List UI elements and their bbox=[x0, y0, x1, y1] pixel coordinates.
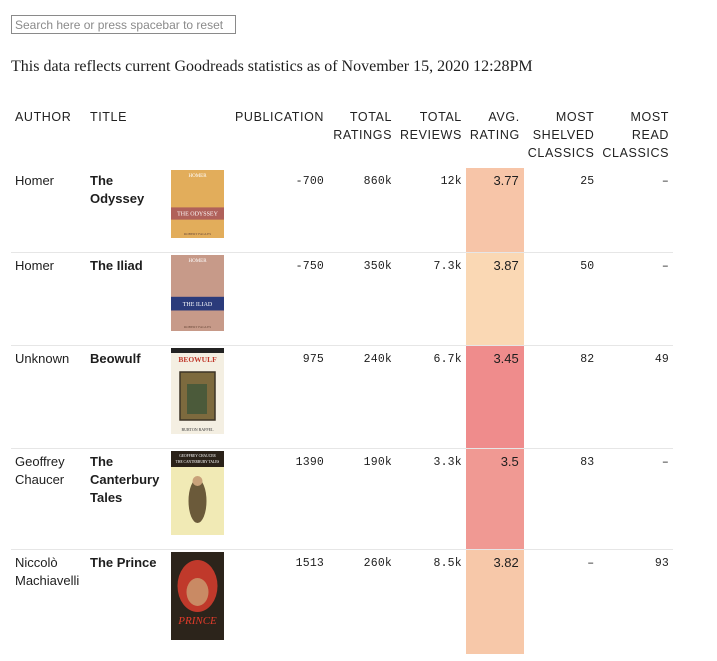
book-cover: PRINCE bbox=[167, 549, 231, 654]
header-row: AUTHOR TITLE PUBLICATION TOTAL RATINGS T… bbox=[11, 105, 673, 168]
title-cell: Beowulf bbox=[86, 345, 167, 449]
author-cell: Geoffrey Chaucer bbox=[11, 448, 86, 550]
table-row: Homer The Odyssey HOMER THE ODYSSEY ROBERT F… bbox=[11, 168, 673, 253]
col-author[interactable]: AUTHOR bbox=[15, 110, 72, 124]
book-cover-image[interactable]: GEOFFREY CHAUCER THE CANTERBURY TALES bbox=[171, 451, 224, 535]
data-note: This data reflects current Goodreads sta… bbox=[11, 58, 533, 75]
total-ratings-cell: 190k bbox=[328, 448, 397, 550]
most-shelved-cell: 25 bbox=[580, 175, 595, 188]
publication-cell: 1513 bbox=[231, 549, 329, 654]
search-box[interactable] bbox=[11, 15, 236, 34]
book-cover: GEOFFREY CHAUCER THE CANTERBURY TALES bbox=[167, 448, 231, 550]
total-reviews-cell: 8.5k bbox=[396, 549, 466, 654]
total-ratings-cell: 240k bbox=[328, 345, 397, 449]
svg-text:THE CANTERBURY TALES: THE CANTERBURY TALES bbox=[176, 460, 220, 464]
col-publication[interactable]: PUBLICATION bbox=[235, 110, 325, 124]
svg-text:HOMER: HOMER bbox=[188, 174, 207, 179]
svg-text:ROBERT FAGLES: ROBERT FAGLES bbox=[184, 232, 211, 236]
avg-rating-cell: 3.87 bbox=[465, 252, 524, 346]
svg-text:GEOFFREY CHAUCER: GEOFFREY CHAUCER bbox=[179, 454, 216, 458]
total-ratings-cell: 860k bbox=[363, 175, 393, 188]
author-cell: Homer bbox=[15, 173, 55, 188]
book-cover-image[interactable]: HOMER THE ODYSSEY ROBERT FAGLES bbox=[171, 170, 224, 238]
most-read-cell: – bbox=[598, 252, 674, 346]
svg-text:THE ILIAD: THE ILIAD bbox=[183, 302, 213, 308]
most-read-cell: 49 bbox=[598, 345, 674, 449]
most-read-cell: 93 bbox=[598, 549, 674, 654]
most-shelved-cell: 82 bbox=[523, 345, 599, 449]
publication-cell: 1390 bbox=[231, 448, 329, 550]
book-cover: HOMER THE ILIAD ROBERT FAGLES bbox=[167, 252, 231, 346]
table-row: Unknown Beowulf BEOWULF BURTON RAFFEL 975 240… bbox=[11, 345, 674, 449]
title-cell: The Canterbury Tales bbox=[86, 448, 167, 550]
avg-rating-cell: 3.5 bbox=[465, 448, 524, 550]
col-most-shelved[interactable]: MOST SHELVED CLASSICS bbox=[527, 110, 595, 160]
most-shelved-cell: 83 bbox=[523, 448, 599, 550]
most-shelved-cell: – bbox=[523, 549, 599, 654]
total-ratings-cell: 260k bbox=[328, 549, 397, 654]
svg-text:PRINCE: PRINCE bbox=[177, 615, 217, 627]
avg-rating-cell: 3.77 bbox=[465, 168, 524, 253]
author-cell: Unknown bbox=[11, 345, 86, 449]
search-input[interactable] bbox=[11, 15, 236, 34]
total-reviews-cell: 3.3k bbox=[396, 448, 466, 550]
author-cell: Niccolò Machiavelli bbox=[11, 549, 86, 654]
total-ratings-cell: 350k bbox=[328, 252, 397, 346]
table-row: Niccolò Machiavelli The Prince PRINCE 1513 2… bbox=[11, 549, 674, 654]
col-most-read[interactable]: MOST READ CLASSICS bbox=[602, 110, 670, 160]
total-reviews-cell: 7.3k bbox=[396, 252, 466, 346]
col-title[interactable]: TITLE bbox=[90, 110, 128, 124]
table-row: Geoffrey Chaucer The Canterbury Tales GEOF… bbox=[11, 448, 674, 550]
most-read-cell: – bbox=[598, 448, 674, 550]
svg-text:HOMER: HOMER bbox=[188, 259, 207, 264]
publication-cell: 975 bbox=[231, 345, 329, 449]
svg-text:BEOWULF: BEOWULF bbox=[178, 355, 217, 364]
col-total-reviews[interactable]: TOTAL REVIEWS bbox=[400, 110, 462, 142]
total-reviews-cell: 12k bbox=[440, 175, 462, 188]
book-cover: HOMER THE ODYSSEY ROBERT FAGLES bbox=[167, 168, 231, 253]
classics-table: AUTHOR TITLE PUBLICATION TOTAL RATINGS T… bbox=[11, 105, 674, 654]
book-cover-image[interactable]: HOMER THE ILIAD ROBERT FAGLES bbox=[171, 255, 224, 331]
most-shelved-cell: 50 bbox=[523, 252, 599, 346]
title-cell: The Odyssey bbox=[90, 173, 145, 206]
col-total-ratings[interactable]: TOTAL RATINGS bbox=[333, 110, 393, 142]
publication-cell: -750 bbox=[231, 252, 329, 346]
author-cell: Homer bbox=[11, 252, 86, 346]
svg-text:BURTON RAFFEL: BURTON RAFFEL bbox=[181, 427, 214, 432]
publication-cell: -700 bbox=[295, 175, 325, 188]
title-cell: The Iliad bbox=[86, 252, 167, 346]
avg-rating-cell: 3.82 bbox=[465, 549, 524, 654]
book-cover: BEOWULF BURTON RAFFEL bbox=[167, 345, 231, 449]
table-row: Homer The Iliad HOMER THE ILIAD ROBERT FAGLE… bbox=[11, 252, 674, 346]
svg-text:THE ODYSSEY: THE ODYSSEY bbox=[177, 212, 219, 218]
title-cell: The Prince bbox=[86, 549, 167, 654]
col-cover bbox=[167, 105, 231, 168]
book-cover-image[interactable]: PRINCE bbox=[171, 552, 224, 640]
avg-rating-cell: 3.45 bbox=[465, 345, 524, 449]
svg-text:ROBERT FAGLES: ROBERT FAGLES bbox=[184, 325, 211, 329]
book-cover-image[interactable]: BEOWULF BURTON RAFFEL bbox=[171, 348, 224, 434]
total-reviews-cell: 6.7k bbox=[396, 345, 466, 449]
most-read-cell: – bbox=[661, 175, 670, 188]
col-avg-rating[interactable]: AVG. RATING bbox=[469, 110, 520, 142]
